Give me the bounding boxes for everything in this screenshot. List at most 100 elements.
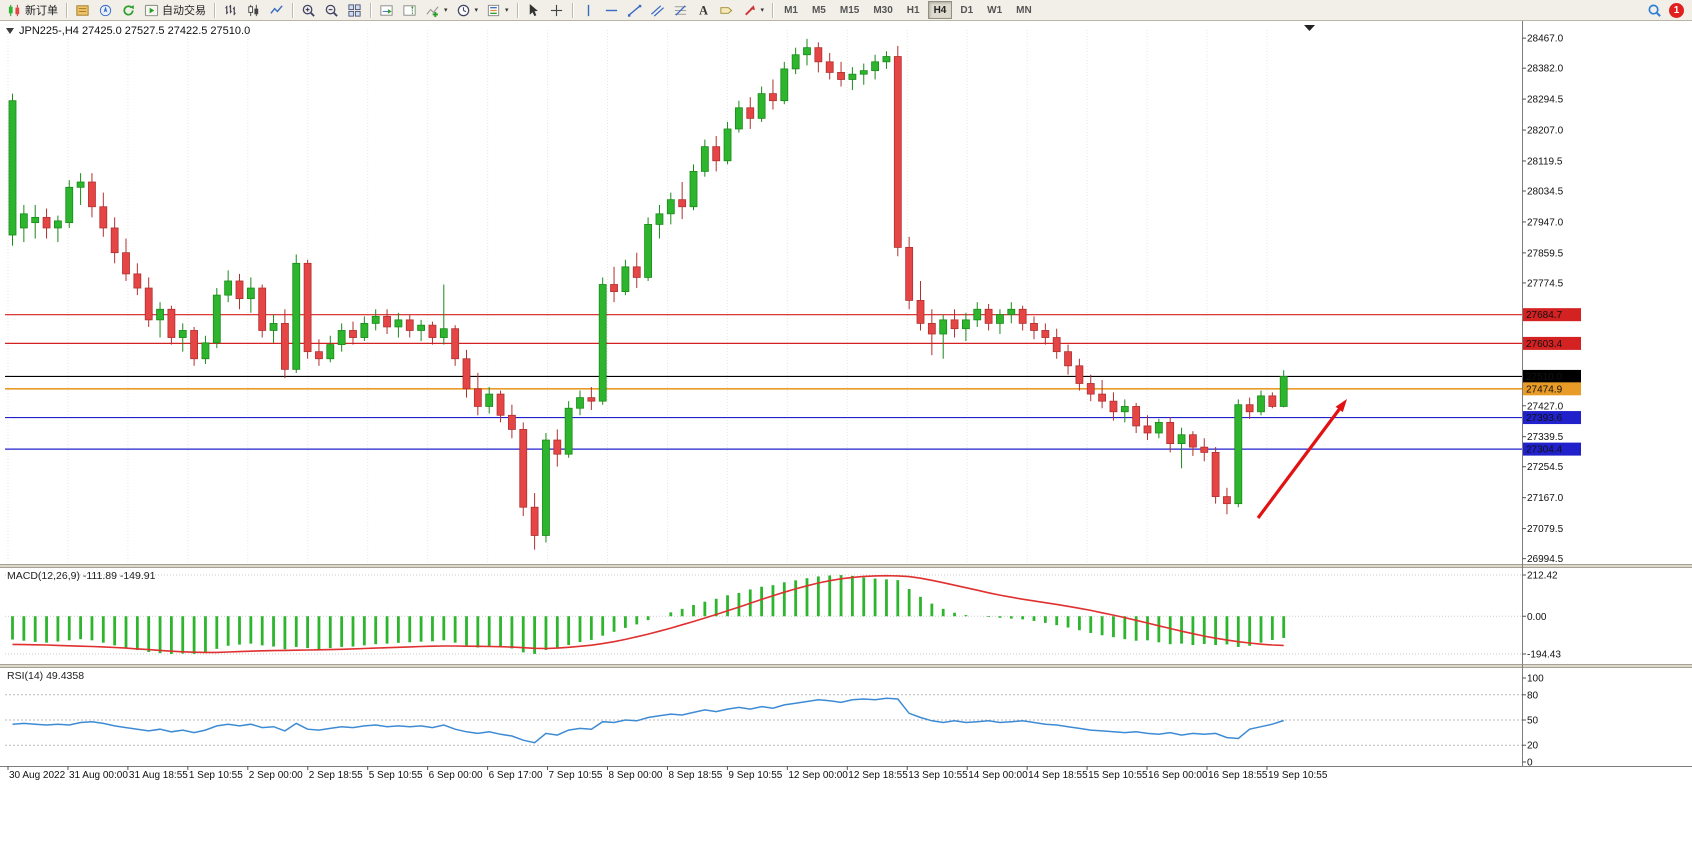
templates-button[interactable] [482, 1, 513, 20]
svg-text:14 Sep 18:55: 14 Sep 18:55 [1028, 770, 1088, 781]
macd-histogram [11, 575, 1286, 654]
timeframe-buttons: M1 M5 M15 M30 H1 H4 D1 W1 MN [777, 1, 1039, 19]
zoom-in-button[interactable] [297, 1, 320, 20]
notifications-badge[interactable]: 1 [1669, 2, 1684, 18]
panel-splitter[interactable] [0, 564, 1692, 567]
svg-text:30 Aug 2022: 30 Aug 2022 [9, 770, 66, 781]
svg-text:27603.4: 27603.4 [1526, 339, 1563, 350]
timeframe-m15-button[interactable]: M15 [834, 1, 865, 19]
templates-icon [486, 3, 501, 18]
periods-button[interactable] [452, 1, 483, 20]
svg-text:28119.5: 28119.5 [1527, 156, 1563, 167]
candlestick-chart-button[interactable] [242, 1, 265, 20]
svg-text:6 Sep 00:00: 6 Sep 00:00 [429, 770, 483, 781]
horizontal-price-lines[interactable] [5, 314, 1522, 450]
timeframe-m30-button[interactable]: M30 [867, 1, 898, 19]
trendline-button[interactable] [623, 1, 646, 20]
svg-text:27474.9: 27474.9 [1526, 384, 1563, 395]
chart-title-row: JPN225-,H4 27425.0 27527.5 27422.5 27510… [6, 25, 250, 37]
fibonacci-icon [673, 3, 688, 18]
svg-text:28034.5: 28034.5 [1527, 187, 1564, 198]
svg-text:27947.0: 27947.0 [1527, 217, 1564, 228]
new-order-icon [7, 3, 22, 18]
svg-text:28294.5: 28294.5 [1527, 95, 1564, 106]
svg-text:12 Sep 00:00: 12 Sep 00:00 [788, 770, 848, 781]
svg-text:27510.0: 27510.0 [1526, 372, 1563, 383]
tile-windows-button[interactable] [343, 1, 366, 20]
autotrading-label: 自动交易 [162, 5, 206, 17]
svg-text:27859.5: 27859.5 [1527, 248, 1564, 259]
zoom-out-button[interactable] [320, 1, 343, 20]
toolbar-separator [66, 2, 67, 18]
svg-text:27684.7: 27684.7 [1526, 310, 1563, 321]
timeframe-h4-button[interactable]: H4 [927, 1, 953, 19]
svg-text:14 Sep 00:00: 14 Sep 00:00 [968, 770, 1028, 781]
tile-windows-icon [347, 3, 362, 18]
refresh-button[interactable] [117, 1, 140, 20]
timeframe-m1-button[interactable]: M1 [778, 1, 804, 19]
price-axis[interactable]: 28467.0 28382.0 28294.5 28207.0 28119.5 28034… [1522, 34, 1564, 769]
one-click-trading-toggle[interactable] [6, 28, 14, 34]
time-axis[interactable]: 30 Aug 2022 31 Aug 00:00 31 Aug 18:55 1 Sep… [7, 766, 1328, 781]
cursor-button[interactable] [522, 1, 545, 20]
toolbar-separator [516, 2, 518, 18]
svg-text:27774.5: 27774.5 [1527, 278, 1564, 289]
autotrading-button[interactable]: 自动交易 [140, 1, 210, 20]
timeframe-h1-button[interactable]: H1 [901, 1, 926, 19]
timeframe-m5-button[interactable]: M5 [806, 1, 832, 19]
svg-text:27304.4: 27304.4 [1526, 445, 1563, 456]
horizontal-line-button[interactable] [600, 1, 623, 20]
svg-text:8 Sep 00:00: 8 Sep 00:00 [609, 770, 663, 781]
text-button[interactable]: A [692, 1, 715, 20]
toolbar-separator [370, 2, 371, 18]
fibonacci-button[interactable] [669, 1, 692, 20]
timeframe-mn-button[interactable]: MN [1010, 1, 1038, 19]
timeframe-d1-button[interactable]: D1 [954, 1, 979, 19]
crosshair-icon [549, 3, 564, 18]
indicators-button[interactable] [421, 1, 452, 20]
navigator-button[interactable] [94, 1, 117, 20]
indicators-icon [425, 3, 440, 18]
svg-text:27339.5: 27339.5 [1527, 432, 1564, 443]
chart-canvas[interactable]: 28467.0 28382.0 28294.5 28207.0 28119.5 28034… [0, 21, 1692, 848]
market-watch-icon [75, 3, 90, 18]
svg-text:212.42: 212.42 [1527, 571, 1558, 582]
timeframe-w1-button[interactable]: W1 [981, 1, 1008, 19]
svg-text:28467.0: 28467.0 [1527, 34, 1564, 45]
macd-signal-line [12, 574, 1284, 654]
auto-scroll-icon [379, 3, 394, 18]
new-order-button[interactable]: 新订单 [3, 1, 62, 20]
line-chart-button[interactable] [265, 1, 288, 20]
panel-splitter[interactable] [0, 664, 1692, 667]
vertical-line-button[interactable] [577, 1, 600, 20]
toolbar-separator [571, 2, 573, 18]
arrows-button[interactable] [738, 1, 769, 20]
svg-text:7 Sep 10:55: 7 Sep 10:55 [549, 770, 603, 781]
toolbar-separator [214, 2, 215, 18]
svg-text:16 Sep 18:55: 16 Sep 18:55 [1208, 770, 1268, 781]
svg-text:26994.5: 26994.5 [1527, 554, 1564, 565]
svg-text:2 Sep 18:55: 2 Sep 18:55 [309, 770, 363, 781]
channel-button[interactable] [646, 1, 669, 20]
svg-text:50: 50 [1527, 716, 1539, 727]
candlestick-chart-icon [246, 3, 261, 18]
clock-icon [456, 3, 471, 18]
market-watch-button[interactable] [71, 1, 94, 20]
label-button[interactable] [715, 1, 738, 20]
svg-text:0: 0 [1527, 758, 1533, 769]
crosshair-button[interactable] [545, 1, 568, 20]
scroll-to-end-marker[interactable] [1304, 25, 1315, 31]
zoom-out-icon [324, 3, 339, 18]
grid [7, 30, 1268, 562]
trend-arrow[interactable] [1256, 399, 1347, 519]
svg-text:8 Sep 18:55: 8 Sep 18:55 [668, 770, 722, 781]
zoom-in-icon [301, 3, 316, 18]
svg-text:15 Sep 10:55: 15 Sep 10:55 [1088, 770, 1148, 781]
svg-text:-194.43: -194.43 [1527, 650, 1561, 661]
macd-label: MACD(12,26,9) -111.89 -149.91 [7, 570, 156, 582]
auto-scroll-button[interactable] [375, 1, 398, 20]
chart-shift-button[interactable] [398, 1, 421, 20]
bar-chart-button[interactable] [219, 1, 242, 20]
search-icon[interactable] [1647, 3, 1662, 18]
